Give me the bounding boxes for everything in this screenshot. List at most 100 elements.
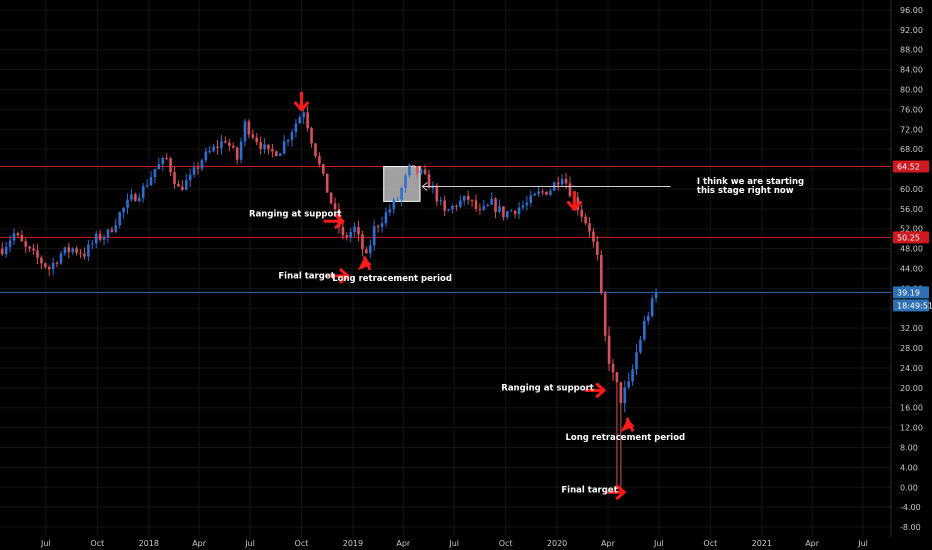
candle-body — [173, 172, 176, 184]
arrow-head — [566, 200, 582, 211]
candle-body — [126, 199, 129, 208]
x-tick-label: Jul — [857, 539, 868, 548]
candle-body — [251, 134, 255, 138]
candle-body — [400, 187, 403, 200]
candle-body — [627, 381, 630, 388]
candle-body — [502, 206, 505, 218]
candle-body — [278, 153, 282, 156]
x-tick-label: 2020 — [547, 539, 567, 548]
y-tick-label: -4.00 — [900, 503, 921, 512]
note-label: this stage right now — [697, 186, 794, 196]
candle-body — [447, 209, 450, 211]
candle-body — [114, 225, 118, 232]
candle-body — [24, 241, 28, 247]
candle-body — [231, 145, 235, 148]
x-tick-label: Oct — [90, 539, 104, 548]
y-tick-label: 28.00 — [900, 344, 923, 353]
candle-body — [161, 157, 165, 165]
x-tick-label: Oct — [703, 539, 717, 548]
candle-body — [110, 229, 114, 232]
y-tick-label: 76.00 — [900, 105, 923, 114]
arrow-shaft — [625, 417, 634, 432]
candle-body — [333, 203, 337, 210]
candle-body — [157, 164, 161, 170]
candle-body — [267, 144, 270, 150]
candle-body — [220, 141, 223, 148]
candle-body — [607, 335, 611, 364]
y-tick-label: 20.00 — [900, 384, 923, 393]
y-tick-label: 84.00 — [900, 66, 923, 75]
candle-body — [388, 209, 392, 213]
candle-body — [321, 164, 325, 174]
candle-body — [184, 180, 188, 190]
candle-body — [365, 249, 368, 254]
x-tick-label: Apr — [601, 539, 616, 548]
candle-body — [615, 372, 619, 383]
candle-body — [325, 173, 329, 193]
candle-body — [439, 200, 443, 202]
x-tick-label: Apr — [396, 539, 411, 548]
candle-body — [415, 166, 419, 174]
countdown-badge: 18:49:51 — [897, 301, 932, 310]
candle-body — [635, 352, 638, 370]
countdown-badge-bg — [893, 299, 929, 312]
candle-body — [67, 247, 71, 253]
y-tick-label: 24.00 — [900, 364, 923, 373]
candle-body — [451, 205, 454, 210]
annotation-label: Long retracement period — [332, 274, 452, 284]
candle-body — [122, 207, 125, 213]
candle-body — [83, 253, 86, 257]
price-badge: 50.25 — [897, 233, 920, 242]
candle-body — [141, 186, 145, 198]
candle-body — [380, 223, 384, 228]
candle-body — [517, 207, 521, 214]
candle-body — [294, 123, 298, 133]
candle-body — [599, 254, 603, 294]
x-tick-label: Jul — [244, 539, 255, 548]
candle-body — [470, 199, 474, 201]
x-tick-label: 2021 — [752, 539, 772, 548]
arrow-head — [595, 382, 606, 398]
y-tick-label: 16.00 — [900, 404, 923, 413]
candle-body — [36, 250, 39, 258]
candle-body — [361, 234, 364, 250]
candle-body — [478, 208, 482, 210]
candle-body — [537, 191, 540, 194]
price-badge-bg — [893, 160, 929, 173]
y-tick-label: 88.00 — [900, 46, 923, 55]
horizontal-lines-layer — [0, 165, 891, 293]
red-arrow-icon — [566, 190, 582, 211]
candle-body — [196, 167, 200, 169]
candle-body — [506, 211, 509, 218]
y-tick-label: 32.00 — [900, 324, 923, 333]
y-tick-label: 72.00 — [900, 125, 923, 134]
candle-body — [212, 146, 215, 152]
candle-body — [98, 233, 102, 240]
candle-body — [584, 216, 587, 224]
y-tick-label: 48.00 — [900, 245, 923, 254]
candle-body — [329, 192, 333, 204]
candle-body — [372, 226, 376, 246]
x-tick-label: Oct — [499, 539, 513, 548]
candle-body — [521, 205, 525, 208]
candle-body — [302, 112, 306, 118]
candle-body — [259, 142, 262, 149]
candle-body — [650, 298, 654, 316]
candle-body — [443, 200, 446, 211]
candle-body — [611, 363, 615, 373]
candle-body — [603, 293, 607, 336]
candle-body — [188, 174, 192, 181]
candle-body — [102, 237, 106, 240]
candle-body — [349, 232, 352, 238]
candle-body — [87, 244, 90, 257]
candle-body — [560, 179, 564, 185]
candle-body — [200, 160, 204, 169]
candle-body — [541, 191, 544, 193]
candle-body — [306, 112, 309, 129]
candle-body — [165, 157, 168, 159]
red-arrow-icon — [604, 484, 626, 500]
candle-body — [556, 182, 560, 185]
y-tick-label: -8.00 — [900, 523, 921, 532]
candle-body — [16, 233, 20, 236]
